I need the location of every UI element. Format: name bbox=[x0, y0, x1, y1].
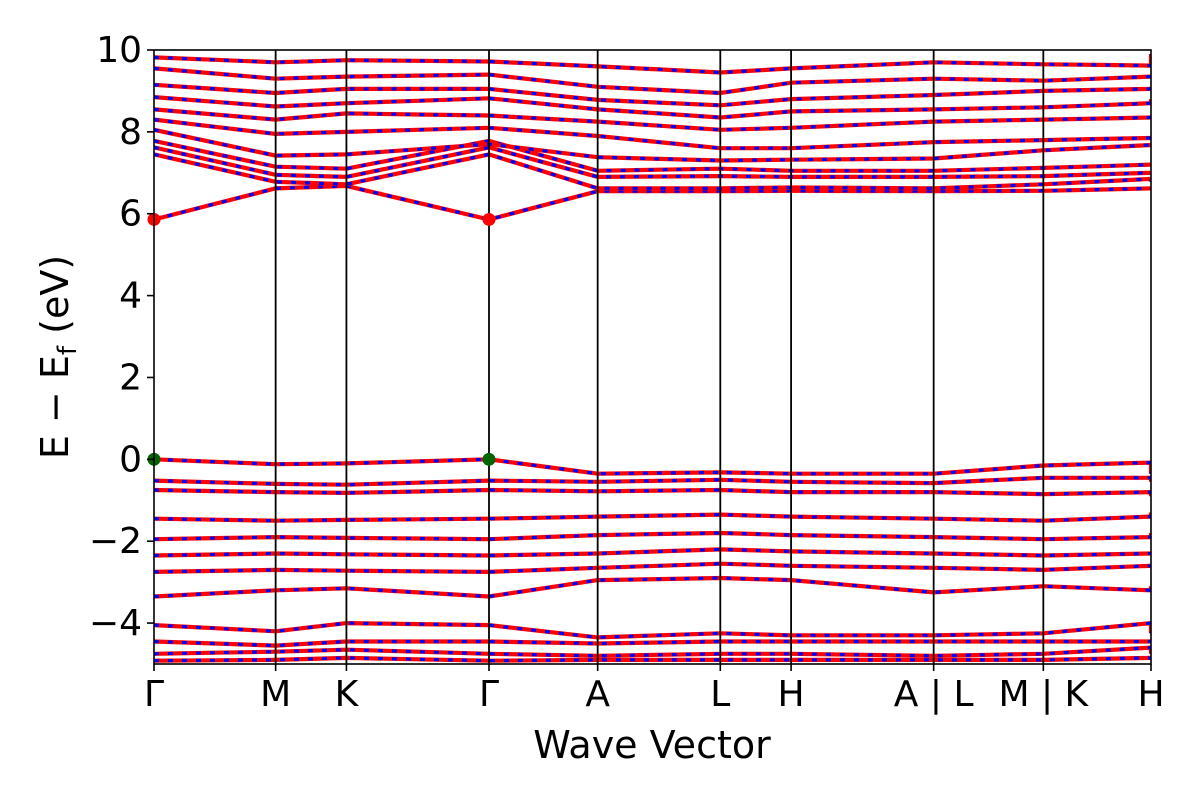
vbm-marker bbox=[482, 452, 496, 466]
valence-band-4-down bbox=[154, 531, 1151, 541]
conduction-band-10-down bbox=[154, 54, 1151, 75]
valence-band-11-up bbox=[154, 655, 1151, 663]
conduction-band-5-down bbox=[154, 118, 1151, 150]
valence-band-3-down bbox=[154, 512, 1151, 523]
valence-band-6-down bbox=[154, 562, 1151, 574]
y-tick-label: 2 bbox=[119, 357, 142, 398]
conduction-band-7-down bbox=[154, 95, 1151, 120]
valence-band-0-down bbox=[154, 457, 1151, 476]
conduction-band-1-down bbox=[154, 152, 1151, 191]
conduction-band-9-down bbox=[154, 66, 1151, 95]
x-tick-label: M bbox=[260, 674, 291, 715]
conduction-band-6-down bbox=[154, 107, 1151, 132]
x-tick-label: M | K bbox=[998, 674, 1089, 715]
conduction-band-0-down bbox=[154, 184, 1151, 222]
x-axis-ticks: Γ M K Γ A L H A | L M | K H bbox=[144, 664, 1165, 715]
x-tick-label: H bbox=[778, 674, 805, 715]
x-tick-label: A | L bbox=[894, 674, 974, 715]
conduction-band-8-down bbox=[154, 83, 1151, 107]
y-tick-label: −2 bbox=[89, 521, 142, 562]
y-axis-title-main: E − E bbox=[33, 355, 77, 459]
x-tick-label: L bbox=[710, 674, 730, 715]
x-tick-label: H bbox=[1137, 674, 1164, 715]
conduction-band-4-down bbox=[154, 128, 1151, 163]
valence-band-7-down bbox=[154, 576, 1151, 599]
y-tick-label: 8 bbox=[119, 112, 142, 153]
y-axis-ticks: −4 −2 0 2 4 6 8 10 bbox=[89, 30, 154, 644]
y-tick-label: 0 bbox=[119, 439, 142, 480]
valence-band-11-down bbox=[154, 656, 1151, 663]
conduction-band-3-down bbox=[154, 139, 1151, 173]
high-symmetry-lines bbox=[274, 50, 1045, 664]
valence-band-5-down bbox=[154, 547, 1151, 558]
cbm-marker bbox=[482, 212, 496, 226]
x-tick-label: A bbox=[585, 674, 610, 715]
x-tick-label: Γ bbox=[144, 674, 164, 715]
y-tick-label: −4 bbox=[89, 603, 142, 644]
plot-frame bbox=[153, 49, 1152, 665]
y-axis-title-space bbox=[33, 334, 77, 346]
svg-text:E − Ef (eV): E − Ef (eV) bbox=[33, 255, 83, 459]
conduction-band-2-up bbox=[154, 145, 1151, 180]
y-axis-title: E − Ef (eV) bbox=[33, 255, 83, 459]
valence-band-1-down bbox=[154, 476, 1151, 487]
y-tick-label: 4 bbox=[119, 276, 142, 317]
x-axis-title: Wave Vector bbox=[533, 723, 771, 767]
x-tick-label: K bbox=[335, 674, 360, 715]
valence-band-10-down bbox=[154, 645, 1151, 658]
y-axis-title-unit: (eV) bbox=[33, 255, 77, 334]
y-axis-title-sub: f bbox=[53, 345, 83, 355]
x-tick-label: Γ bbox=[479, 674, 499, 715]
y-tick-label: 10 bbox=[96, 30, 142, 71]
valence-band-2-down bbox=[154, 488, 1151, 497]
valence-band-8-up bbox=[154, 620, 1151, 640]
y-tick-label: 6 bbox=[119, 194, 142, 235]
band-lines bbox=[154, 54, 1151, 663]
valence-band-9-down bbox=[154, 639, 1151, 648]
